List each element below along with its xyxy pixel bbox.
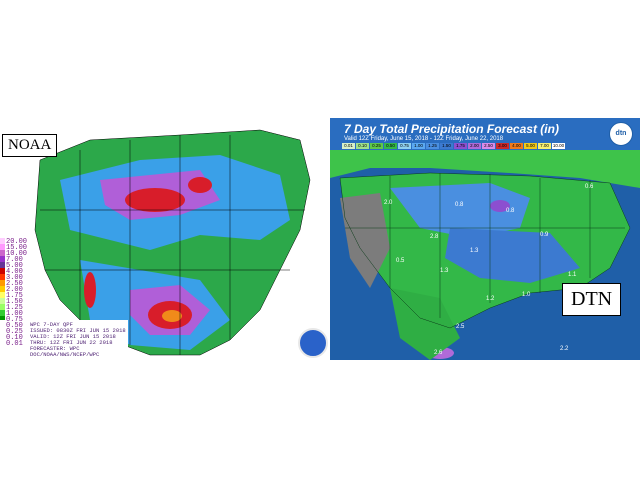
scale-cell: 1.25: [426, 143, 439, 149]
scale-cell: 4.00: [510, 143, 523, 149]
dtn-map-panel: [330, 118, 640, 360]
legend-value: 0.75: [6, 316, 23, 324]
map-value: 1.0: [522, 292, 531, 298]
scale-cell: 10.00: [552, 143, 565, 149]
scale-cell: 3.00: [496, 143, 509, 149]
legend-value: 0.10: [6, 334, 23, 342]
scale-cell: 0.25: [370, 143, 383, 149]
legend-value: 10.00: [6, 250, 28, 258]
dtn-precip-map: [330, 118, 640, 360]
map-value: 0.6: [585, 184, 594, 190]
map-value: 0.8: [506, 208, 515, 214]
issued-line: VALID: 12Z FRI JUN 15 2018: [30, 333, 116, 340]
legend-value: 0.50: [6, 322, 23, 330]
map-value: 1.1: [568, 272, 577, 278]
legend-value: 2.50: [6, 280, 23, 288]
scale-cell: 2.00: [468, 143, 481, 149]
map-value: 1.3: [470, 248, 479, 254]
map-value: 2.2: [560, 346, 569, 352]
scale-cell: 1.00: [412, 143, 425, 149]
scale-cell: 0.10: [356, 143, 369, 149]
legend-value: 2.00: [6, 286, 23, 294]
dtn-subtitle: Valid 12Z Friday, June 15, 2018 - 12Z Fr…: [344, 136, 504, 142]
legend-value: 1.50: [6, 298, 23, 306]
map-value: 0.8: [455, 202, 464, 208]
legend-value: 7.00: [6, 256, 23, 264]
legend-value: 0.25: [6, 328, 23, 336]
legend-value: 4.00: [6, 268, 23, 276]
issued-line: ISSUED: 0830Z FRI JUN 15 2018: [30, 327, 126, 334]
dtn-logo-icon: dtn: [609, 122, 633, 146]
scale-cell: 0.50: [384, 143, 397, 149]
issued-line: WPC 7-DAY QPF: [30, 321, 73, 328]
issued-line: FORECASTER: WPC: [30, 345, 80, 352]
noaa-label: NOAA: [2, 134, 58, 157]
legend-value: 1.25: [6, 304, 23, 312]
scale-cell: 5.00: [524, 143, 537, 149]
map-value: 2.8: [430, 234, 439, 240]
scale-cell: 0.01: [342, 143, 355, 149]
map-value: 2.6: [434, 350, 443, 356]
scale-cell: 1.50: [440, 143, 453, 149]
dtn-title: 7 Day Total Precipitation Forecast (in): [344, 122, 559, 136]
map-value: 2.0: [384, 200, 393, 206]
legend-value: 20.00: [6, 238, 28, 246]
map-value: 0.5: [396, 258, 405, 264]
scale-cell: 7.00: [538, 143, 551, 149]
dtn-label: DTN: [562, 283, 622, 316]
noaa-map-panel: [0, 120, 326, 360]
legend-value: 15.00: [6, 244, 28, 252]
issued-line: DOC/NOAA/NWS/NCEP/WPC: [30, 351, 100, 358]
legend-value: 0.01: [6, 340, 23, 348]
map-value: 0.9: [540, 232, 549, 238]
issued-line: THRU: 12Z FRI JUN 22 2018: [30, 339, 113, 346]
legend-value: 1.00: [6, 310, 23, 318]
scale-cell: 1.75: [454, 143, 467, 149]
scale-cell: 0.75: [398, 143, 411, 149]
scale-cell: 2.50: [482, 143, 495, 149]
noaa-logo-icon: [298, 328, 328, 358]
legend-value: 3.00: [6, 274, 23, 282]
legend-value: 1.75: [6, 292, 23, 300]
map-value: 2.5: [456, 324, 465, 330]
noaa-precip-map: [0, 120, 326, 360]
map-value: 1.3: [440, 268, 449, 274]
map-value: 1.2: [486, 296, 495, 302]
legend-value: 5.00: [6, 262, 23, 270]
